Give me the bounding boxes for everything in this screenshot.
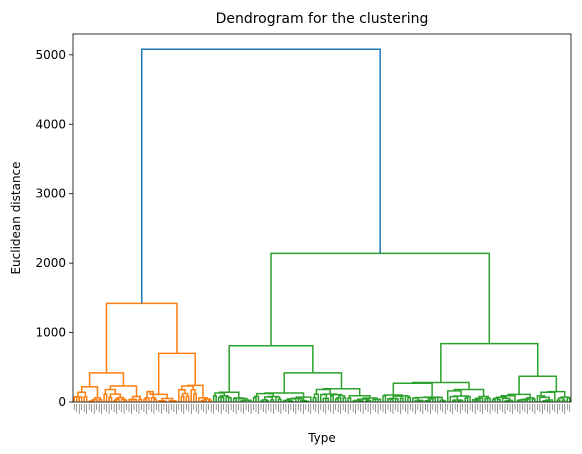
chart-title: Dendrogram for the clustering: [216, 11, 429, 27]
dendrogram-link: [454, 396, 468, 397]
plot-frame: [73, 34, 571, 402]
dendrogram-link: [395, 399, 397, 402]
dendrogram-link: [336, 399, 338, 402]
dendrogram-link: [494, 398, 499, 399]
dendrogram-link: [271, 253, 489, 345]
dendrogram-link: [465, 398, 467, 402]
dendrogram-link: [229, 346, 313, 393]
y-tick-label: 3000: [35, 187, 66, 201]
dendrogram-link: [110, 386, 136, 396]
dendrogram-link: [400, 398, 402, 402]
dendrogram-link: [84, 397, 86, 402]
dendrogram-link: [104, 394, 106, 402]
dendrogram-link: [90, 373, 124, 387]
dendrogram-link: [109, 397, 111, 402]
dendrogram-link: [262, 400, 267, 401]
y-axis-label: Euclidean distance: [9, 161, 23, 274]
y-axis-ticks: 0 1000 2000 3000 4000 5000: [35, 48, 73, 409]
y-tick-label: 5000: [35, 48, 66, 62]
x-axis-label: Type: [307, 431, 336, 445]
dendrogram-link: [170, 401, 175, 402]
dendrogram-link: [285, 400, 291, 401]
dendrogram-link: [343, 398, 345, 402]
dendrogram-link: [194, 394, 196, 402]
dendrogram-link: [235, 398, 243, 399]
dendrogram-link: [559, 398, 564, 400]
dendrogram-link: [142, 49, 380, 303]
dendrogram-link: [408, 398, 410, 402]
dendrogram-link: [186, 396, 188, 402]
dendrogram-link: [284, 373, 341, 393]
dendrogram-link: [331, 396, 333, 402]
dendrogram-link: [383, 396, 385, 402]
dendrogram-link: [348, 398, 350, 402]
dendrogram-link: [544, 401, 549, 402]
dendrogram-link: [106, 303, 176, 372]
dendrogram-link: [254, 398, 256, 402]
dendrogram-link: [221, 398, 223, 402]
dendrogram-link: [390, 399, 392, 402]
dendrogram-link: [532, 399, 534, 402]
dendrogram-link: [181, 396, 183, 402]
dendrogram-link: [384, 395, 402, 396]
dendrogram-link: [234, 399, 236, 402]
dendrogram-link: [278, 399, 280, 402]
y-tick-label: 2000: [35, 256, 66, 270]
dendrogram-link: [74, 397, 76, 402]
leaf-labels: [74, 404, 570, 414]
dendrogram-link: [313, 398, 315, 402]
dendrogram-link: [159, 353, 196, 394]
dendrogram-link: [229, 398, 231, 402]
dendrogram-link: [79, 397, 81, 402]
dendrogram-link: [485, 399, 487, 402]
dendrogram-link: [354, 400, 361, 401]
y-tick-label: 1000: [35, 326, 66, 340]
dendrogram-link: [268, 396, 277, 397]
dendrogram-link: [567, 398, 569, 402]
dendrogram-link: [214, 396, 216, 402]
dendrogram-link: [292, 398, 301, 399]
y-tick-label: 0: [58, 395, 66, 409]
dendrogram-links: [74, 49, 570, 402]
dendrogram-link: [139, 399, 141, 402]
dendrogram-link: [183, 394, 188, 397]
dendrogram-link: [323, 399, 325, 402]
y-tick-label: 4000: [35, 117, 66, 131]
